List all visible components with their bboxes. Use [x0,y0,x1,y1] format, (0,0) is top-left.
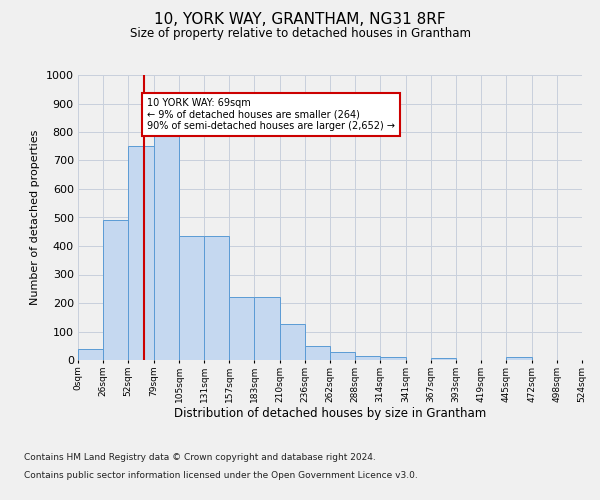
Bar [305,346,330,360]
Bar [431,358,456,360]
Text: Contains HM Land Registry data © Crown copyright and database right 2024.: Contains HM Land Registry data © Crown c… [24,454,376,462]
Text: 10 YORK WAY: 69sqm
← 9% of detached houses are smaller (264)
90% of semi-detache: 10 YORK WAY: 69sqm ← 9% of detached hous… [147,98,395,131]
Bar [103,220,128,360]
Bar [355,356,380,360]
Bar [506,357,532,360]
Y-axis label: Number of detached properties: Number of detached properties [30,130,40,305]
Text: Size of property relative to detached houses in Grantham: Size of property relative to detached ho… [130,28,470,40]
Bar [78,348,103,360]
Text: 10, YORK WAY, GRANTHAM, NG31 8RF: 10, YORK WAY, GRANTHAM, NG31 8RF [154,12,446,28]
Bar [380,357,406,360]
Bar [229,298,254,360]
Bar [204,236,229,360]
Text: Distribution of detached houses by size in Grantham: Distribution of detached houses by size … [174,408,486,420]
Bar [154,135,179,360]
Text: Contains public sector information licensed under the Open Government Licence v3: Contains public sector information licen… [24,471,418,480]
Bar [254,298,280,360]
Bar [128,146,154,360]
Bar [179,236,204,360]
Bar [330,352,355,360]
Bar [280,324,305,360]
